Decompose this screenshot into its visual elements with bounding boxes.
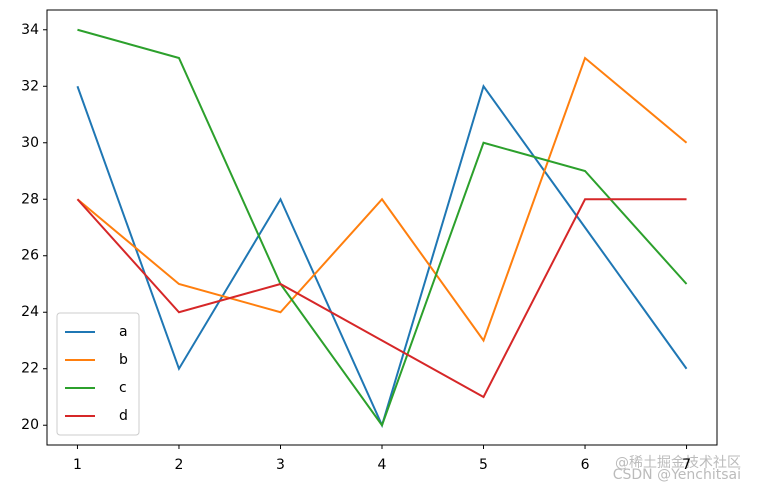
y-tick-label: 24 (21, 304, 39, 320)
line (76, 198, 687, 399)
legend-label: b (119, 352, 128, 368)
watermark: @稀土掘金技术社区 (615, 455, 741, 471)
y-tick-label: 28 (21, 191, 39, 207)
x-tick-label: 2 (175, 457, 184, 473)
x-tick-label: 3 (276, 457, 285, 473)
y-tick-label: 22 (21, 361, 39, 377)
x-tick-label: 7 (682, 457, 691, 473)
y-tick-label: 30 (21, 135, 39, 151)
y-tick-label: 34 (21, 22, 39, 38)
line (76, 56, 688, 343)
line (77, 28, 688, 428)
legend-label: c (119, 380, 127, 396)
watermark: CSDN @Yenchitsai (613, 467, 741, 483)
legend-label: a (119, 324, 128, 340)
line (76, 84, 688, 429)
x-tick-label: 5 (479, 457, 488, 473)
y-tick-label: 26 (21, 248, 39, 264)
y-tick-label: 32 (21, 78, 39, 94)
x-tick-label: 1 (73, 457, 82, 473)
x-tick-label: 4 (378, 457, 387, 473)
y-tick-label: 20 (21, 417, 39, 433)
legend-box (56, 312, 140, 436)
legend-label: d (119, 408, 128, 424)
plot-frame (46, 9, 718, 446)
x-tick-label: 6 (581, 457, 590, 473)
